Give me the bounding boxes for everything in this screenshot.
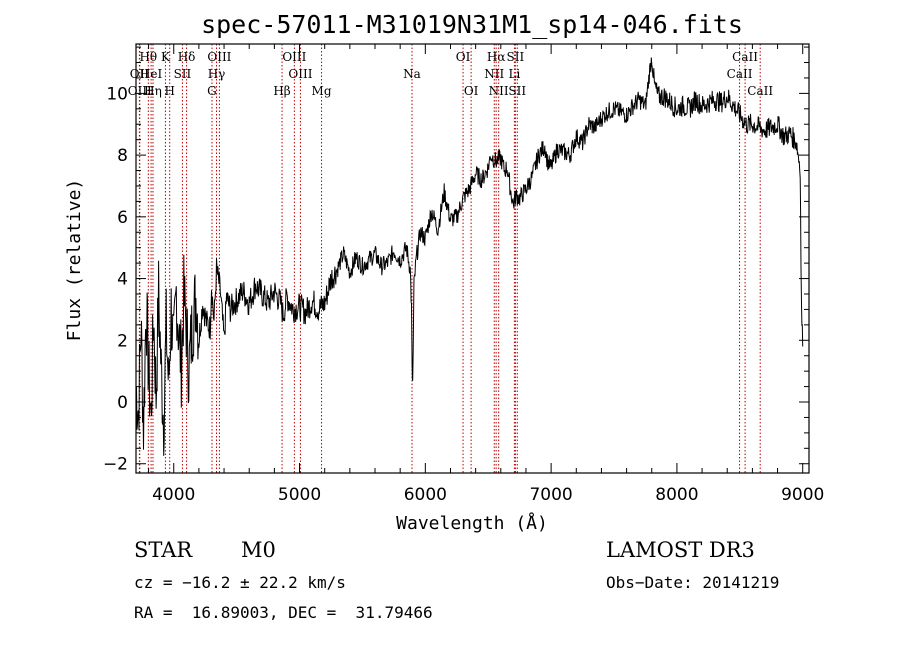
- y-tick-label-2: 2: [117, 331, 128, 351]
- line-label-9: OIII: [207, 50, 231, 64]
- line-label-16: Na: [403, 67, 421, 81]
- line-label-18: OI: [464, 84, 479, 98]
- axis-ticks: 4000 5000 6000 7000 8000 9000 −2 0 2 4 6 8 10: [103, 44, 824, 505]
- y-tick-label-1: 0: [117, 393, 128, 413]
- line-label-10: Hγ: [208, 67, 226, 81]
- redshift-cz: cz = −16.2 ± 22.2 km/s: [134, 573, 346, 592]
- y-axis-label: Flux (relative): [64, 179, 85, 342]
- survey-name: LAMOST DR3: [606, 538, 755, 562]
- line-label-20: NII: [484, 67, 504, 81]
- object-subclass: M0: [241, 538, 276, 562]
- line-label-5: K: [161, 50, 171, 64]
- y-tick-label-6: 10: [106, 84, 128, 104]
- line-label-7: Hδ: [178, 50, 196, 64]
- line-label-3: HeI: [140, 67, 163, 81]
- observation-date: Obs−Date: 20141219: [606, 573, 780, 592]
- line-label-21: NII: [489, 84, 509, 98]
- line-label-14: Hβ: [273, 84, 290, 98]
- y-tick-label-4: 6: [117, 208, 128, 228]
- line-label-23: Li: [508, 67, 520, 81]
- line-label-15: Mg: [312, 84, 332, 98]
- line-label-6: SII: [174, 67, 192, 81]
- object-class: STAR: [134, 538, 193, 562]
- line-label-0: Hθ: [139, 50, 157, 64]
- line-label-4: Hη: [144, 84, 162, 98]
- line-label-19: Hα: [487, 50, 506, 64]
- spectrum-series: [135, 57, 804, 456]
- line-label-22: SII: [507, 50, 525, 64]
- line-label-17: OI: [456, 50, 471, 64]
- line-label-8: H: [164, 84, 174, 98]
- y-tick-label-5: 8: [117, 146, 128, 166]
- x-tick-label-4: 8000: [655, 485, 698, 505]
- sky-coordinates: RA = 16.89003, DEC = 31.79466: [134, 603, 433, 622]
- y-tick-label-0: −2: [103, 455, 128, 475]
- line-label-13: OIII: [288, 67, 312, 81]
- x-tick-label-5: 9000: [781, 485, 824, 505]
- plot-frame: [135, 43, 810, 474]
- x-tick-label-2: 6000: [404, 485, 447, 505]
- line-label-25: CaII: [732, 50, 758, 64]
- line-label-2: OIII: [128, 84, 152, 98]
- line-label-1: OII: [130, 67, 150, 81]
- x-tick-label-3: 7000: [529, 485, 572, 505]
- line-label-11: G: [207, 84, 217, 98]
- line-label-24: SII: [508, 84, 526, 98]
- line-label-27: CaII: [747, 84, 773, 98]
- emission-line-markers: [138, 44, 761, 473]
- spectrum-line: [135, 57, 804, 456]
- line-label-26: CaII: [727, 67, 753, 81]
- x-tick-label-1: 5000: [278, 485, 321, 505]
- y-tick-label-3: 4: [117, 270, 128, 290]
- chart-title: spec-57011-M31019N31M1_sp14-046.fits: [201, 10, 743, 39]
- line-label-12: OIII: [282, 50, 306, 64]
- x-axis-label: Wavelength (Å): [396, 512, 548, 534]
- x-tick-label-0: 4000: [152, 485, 195, 505]
